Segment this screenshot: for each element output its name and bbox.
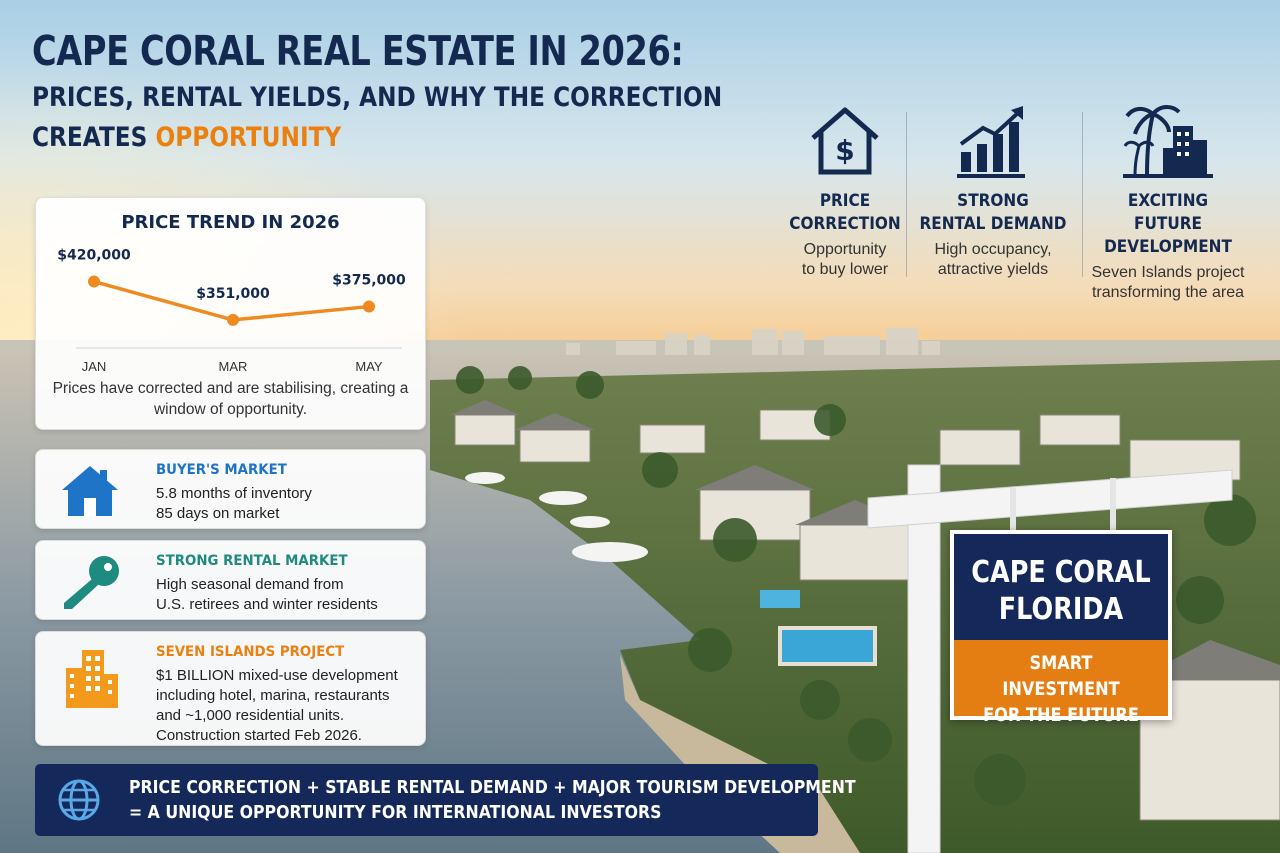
data-point (227, 313, 239, 326)
card-line: Construction started Feb 2026. (156, 727, 362, 744)
card-line: including hotel, marina, restaurants (156, 687, 390, 704)
subtitle-accent: OPPORTUNITY (155, 122, 342, 153)
card-text: High seasonal demand from U.S. retirees … (156, 575, 421, 615)
chart-title: PRICE TREND IN 2026 (121, 212, 340, 233)
data-label: $351,000 (196, 286, 270, 302)
x-tick-label: MAR (219, 359, 248, 374)
card-text: 5.8 months of inventory 85 days on marke… (156, 484, 421, 524)
feature-rental-demand: STRONG RENTAL DEMAND High occupancy, att… (908, 100, 1078, 280)
rising-bars-icon (957, 106, 1025, 178)
seven-islands-card: SEVEN ISLANDS PROJECT $1 BILLION mixed-u… (35, 631, 426, 746)
subtitle-prefix: CREATES (32, 122, 156, 153)
feature-desc: High occupancy, attractive yields (934, 241, 1052, 278)
house-icon (62, 466, 118, 516)
sign-line1: CAPE CORAL (971, 555, 1151, 590)
page-subtitle-line1: PRICES, RENTAL YIELDS, AND WHY THE CORRE… (32, 82, 723, 113)
sign-title: CAPE CORAL FLORIDA (970, 554, 1152, 628)
key-icon (64, 556, 119, 609)
feature-divider (906, 112, 907, 277)
card-line: 85 days on market (156, 505, 280, 522)
feature-desc: Opportunity to buy lower (801, 241, 889, 278)
card-line: and ~1,000 residential units. (156, 707, 345, 724)
sign-line2: FLORIDA (998, 592, 1124, 627)
rental-market-card: STRONG RENTAL MARKET High seasonal deman… (35, 540, 426, 620)
price-trend-chart: $420,000 JAN $351,000 MAR $375,000 MAY (57, 248, 406, 374)
buildings-icon (66, 650, 118, 708)
feature-title: EXCITING FUTURE DEVELOPMENT (1104, 191, 1232, 257)
sign-tagline-panel: SMART INVESTMENT FOR THE FUTURE (954, 640, 1168, 726)
cape-coral-sign: CAPE CORAL FLORIDA SMART INVESTMENT FOR … (950, 530, 1172, 726)
feature-title: PRICE CORRECTION (789, 191, 901, 234)
headline: CAPE CORAL REAL ESTATE IN 2026: PRICES, … (32, 26, 772, 156)
banner-text: PRICE CORRECTION + STABLE RENTAL DEMAND … (129, 776, 856, 826)
palm-city-icon (1123, 105, 1213, 178)
card-line: High seasonal demand from (156, 576, 344, 593)
sign-tagline2: FOR THE FUTURE (983, 704, 1139, 726)
card-text: $1 BILLION mixed-use development includi… (156, 666, 421, 746)
card-title: STRONG RENTAL MARKET (156, 553, 348, 569)
feature-divider (1082, 112, 1083, 277)
feature-title: STRONG RENTAL DEMAND (919, 191, 1067, 234)
banner-line1: PRICE CORRECTION + STABLE RENTAL DEMAND … (129, 778, 856, 798)
card-title: SEVEN ISLANDS PROJECT (156, 644, 345, 660)
page-title: CAPE CORAL REAL ESTATE IN 2026: (32, 27, 684, 75)
buyers-market-card: BUYER'S MARKET 5.8 months of inventory 8… (35, 449, 426, 529)
data-label: $420,000 (57, 248, 131, 264)
card-title: BUYER'S MARKET (156, 462, 287, 478)
summary-banner: PRICE CORRECTION + STABLE RENTAL DEMAND … (35, 764, 856, 836)
sign-tagline: SMART INVESTMENT FOR THE FUTURE (970, 650, 1152, 728)
globe-icon (58, 779, 100, 821)
banner-line2: = A UNIQUE OPPORTUNITY FOR INTERNATIONAL… (129, 803, 662, 823)
page-subtitle-line2: CREATES OPPORTUNITY (32, 120, 668, 156)
feature-highlights: $ PRICE CORRECTION Opportunity to buy lo… (760, 100, 1260, 301)
house-dollar-icon: $ (811, 107, 879, 175)
data-label: $375,000 (332, 273, 406, 289)
sign-tagline1: SMART INVESTMENT (1002, 652, 1120, 700)
price-trend-card: PRICE TREND IN 2026 $420,000 JAN $351,000 M… (35, 197, 426, 430)
feature-future-development: EXCITING FUTURE DEVELOPMENT Seven Island… (1083, 100, 1253, 303)
x-tick-label: MAY (355, 359, 383, 374)
data-point (88, 275, 100, 288)
feature-desc: Seven Islands project transforming the a… (1091, 264, 1245, 301)
data-point (363, 300, 375, 313)
svg-text:$: $ (835, 134, 854, 167)
feature-price-correction: $ PRICE CORRECTION Opportunity to buy lo… (760, 100, 930, 280)
chart-caption: Prices have corrected and are stabilisin… (52, 380, 409, 418)
card-line: $1 BILLION mixed-use development (156, 667, 398, 684)
x-tick-label: JAN (82, 359, 107, 374)
card-line: 5.8 months of inventory (156, 485, 312, 502)
card-line: U.S. retirees and winter residents (156, 596, 378, 613)
